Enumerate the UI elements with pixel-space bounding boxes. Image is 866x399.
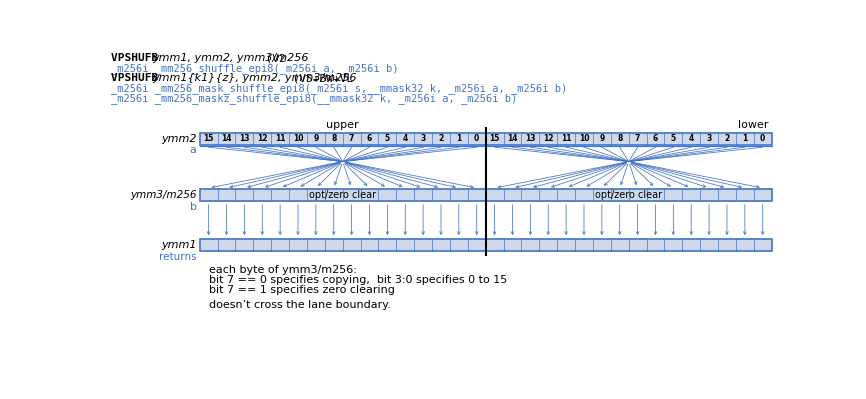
Text: 3: 3 <box>707 134 712 143</box>
Text: opt/zero clear: opt/zero clear <box>309 190 376 200</box>
Text: a: a <box>190 145 197 155</box>
Bar <box>200 189 772 201</box>
Text: opt/zero clear: opt/zero clear <box>595 190 662 200</box>
Text: 2: 2 <box>724 134 729 143</box>
Text: 11: 11 <box>561 134 572 143</box>
Text: 2: 2 <box>438 134 443 143</box>
Text: returns: returns <box>159 252 197 262</box>
Text: 4: 4 <box>403 134 408 143</box>
Text: ymm3/m256: ymm3/m256 <box>130 190 197 200</box>
Text: 8: 8 <box>617 134 623 143</box>
Text: 10: 10 <box>578 134 589 143</box>
Text: 14: 14 <box>507 134 518 143</box>
Text: 15: 15 <box>489 134 500 143</box>
Text: 0: 0 <box>474 134 480 143</box>
Text: 12: 12 <box>543 134 553 143</box>
Text: doesn’t cross the lane boundary.: doesn’t cross the lane boundary. <box>209 300 391 310</box>
Text: upper: upper <box>326 120 359 130</box>
Text: ymm2: ymm2 <box>161 134 197 144</box>
Text: 3: 3 <box>421 134 426 143</box>
Text: _m256i _mm256_mask_shuffle_epi8(_m256i s,__mmask32 k, _m256i a, _m256i b): _m256i _mm256_mask_shuffle_epi8(_m256i s… <box>112 83 567 94</box>
Text: ymm1{k1}{z}, ymm2, ymm3/m256: ymm1{k1}{z}, ymm2, ymm3/m256 <box>152 73 357 83</box>
Text: 4: 4 <box>688 134 694 143</box>
Text: (V2: (V2 <box>252 53 286 63</box>
Text: 7: 7 <box>349 134 354 143</box>
Text: _m256i _mm256_maskz_shuffle_epi8(__mmask32 k, _m256i a, _m256i b): _m256i _mm256_maskz_shuffle_epi8(__mmask… <box>112 93 518 104</box>
Text: 14: 14 <box>221 134 232 143</box>
Text: 5: 5 <box>671 134 675 143</box>
Text: 0: 0 <box>760 134 766 143</box>
Text: each byte of ymm3/m256:: each byte of ymm3/m256: <box>209 265 357 275</box>
Text: 6: 6 <box>367 134 372 143</box>
Text: 12: 12 <box>257 134 268 143</box>
Text: ymm1: ymm1 <box>161 240 197 250</box>
Text: bit 7 == 0 specifies copying,  bit 3:0 specifies 0 to 15: bit 7 == 0 specifies copying, bit 3:0 sp… <box>209 275 507 285</box>
Bar <box>200 239 772 251</box>
Text: b: b <box>190 201 197 211</box>
Text: 11: 11 <box>275 134 286 143</box>
Text: 10: 10 <box>293 134 303 143</box>
Text: 15: 15 <box>204 134 214 143</box>
Text: 9: 9 <box>599 134 604 143</box>
Text: 9: 9 <box>313 134 319 143</box>
Text: 5: 5 <box>385 134 390 143</box>
Text: lower: lower <box>738 120 768 130</box>
Text: VPSHUFB: VPSHUFB <box>112 73 165 83</box>
Text: 6: 6 <box>653 134 658 143</box>
Text: 1: 1 <box>742 134 747 143</box>
Text: _m256i _mm256_shuffle_epi8(_m256i a, _m256i b): _m256i _mm256_shuffle_epi8(_m256i a, _m2… <box>112 63 399 74</box>
Text: 7: 7 <box>635 134 640 143</box>
Text: (V5+BW+VL: (V5+BW+VL <box>279 73 353 83</box>
Text: 13: 13 <box>525 134 535 143</box>
Bar <box>200 132 772 145</box>
Text: VPSHUFB: VPSHUFB <box>112 53 165 63</box>
Text: 13: 13 <box>239 134 249 143</box>
Text: 1: 1 <box>456 134 462 143</box>
Text: ymm1, ymm2, ymm3/m256: ymm1, ymm2, ymm3/m256 <box>152 53 309 63</box>
Text: bit 7 == 1 specifies zero clearing: bit 7 == 1 specifies zero clearing <box>209 285 395 295</box>
Text: 8: 8 <box>331 134 336 143</box>
